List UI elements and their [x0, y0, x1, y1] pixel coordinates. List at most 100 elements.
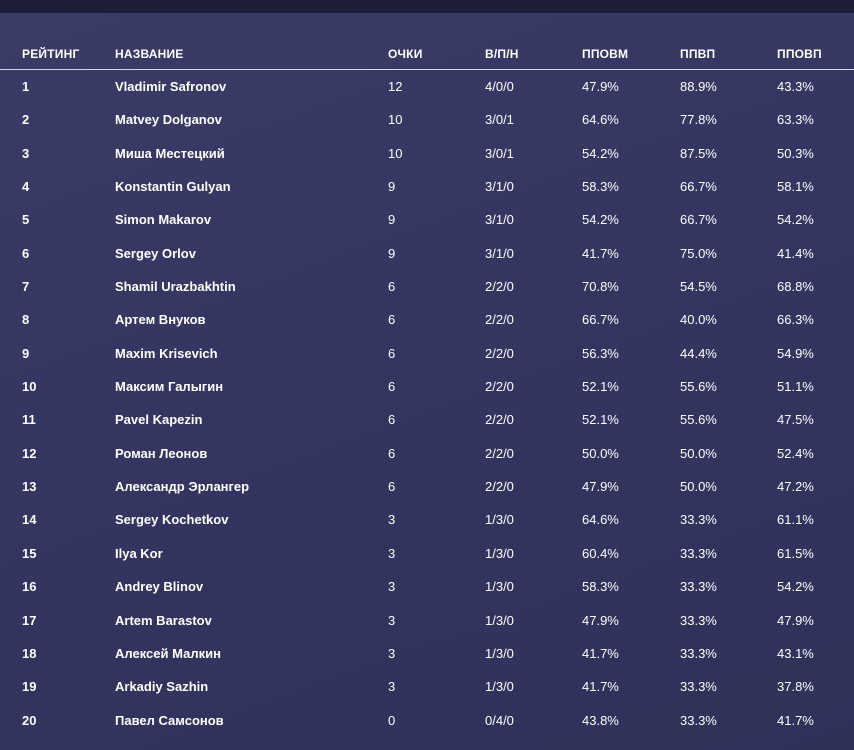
cell-name[interactable]: Vladimir Safronov: [115, 79, 227, 94]
cell-wdl: 2/2/0: [485, 345, 514, 361]
cell-ppvp: 54.5%: [680, 279, 717, 295]
cell-rank: 13: [22, 479, 37, 495]
cell-points: 3: [388, 579, 396, 595]
cell-ppovm: 41.7%: [582, 245, 619, 261]
table-row: 10 Максим Галыгин 6 2/2/0 52.1% 55.6% 51.1%: [0, 370, 854, 403]
header-name[interactable]: НАЗВАНИЕ: [115, 47, 184, 61]
cell-wdl: 2/2/0: [485, 479, 514, 495]
cell-wdl: 1/3/0: [485, 512, 514, 528]
cell-ppvp: 44.4%: [680, 345, 717, 361]
cell-name[interactable]: Артем Внуков: [115, 312, 206, 328]
cell-ppovp: 54.9%: [777, 345, 814, 361]
table-row: 20 Павел Самсонов 0 0/4/0 43.8% 33.3% 41.7%: [0, 704, 854, 737]
cell-name[interactable]: Sergey Orlov: [115, 245, 196, 261]
cell-ppovm: 66.7%: [582, 312, 619, 328]
table-row: 9 Maxim Krisevich 6 2/2/0 56.3% 44.4% 54.9%: [0, 337, 854, 370]
cell-ppvp: 87.5%: [680, 145, 717, 161]
cell-name[interactable]: Максим Галыгин: [115, 379, 224, 395]
cell-ppovm: 50.0%: [582, 445, 619, 461]
cell-ppovp: 41.7%: [777, 712, 814, 728]
cell-wdl: 3/1/0: [485, 212, 514, 228]
cell-ppovm: 58.3%: [582, 579, 619, 595]
cell-name[interactable]: Роман Леонов: [115, 445, 208, 461]
cell-name[interactable]: Sergey Kochetkov: [115, 512, 229, 528]
cell-name[interactable]: Simon Makarov: [115, 212, 212, 228]
cell-ppovm: 64.6%: [582, 112, 619, 128]
header-ppvp[interactable]: ППВП: [680, 47, 716, 61]
header-points[interactable]: ОЧКИ: [388, 47, 423, 61]
header-ppovp[interactable]: ППОВП: [777, 47, 822, 61]
cell-rank: 12: [22, 445, 37, 461]
cell-ppvp: 75.0%: [680, 245, 717, 261]
cell-ppvp: 88.9%: [680, 79, 717, 94]
cell-name[interactable]: Matvey Dolganov: [115, 112, 222, 128]
cell-name[interactable]: Алексей Малкин: [115, 645, 221, 661]
header-ppovm[interactable]: ППОВМ: [582, 47, 629, 61]
cell-rank: 5: [22, 212, 30, 228]
cell-ppovp: 41.4%: [777, 245, 814, 261]
cell-ppvp: 33.3%: [680, 645, 717, 661]
cell-ppovp: 52.4%: [777, 445, 814, 461]
cell-points: 3: [388, 545, 396, 561]
cell-points: 3: [388, 512, 396, 528]
cell-ppvp: 33.3%: [680, 579, 717, 595]
cell-rank: 11: [22, 412, 36, 428]
cell-ppovp: 58.1%: [777, 179, 814, 195]
cell-points: 3: [388, 645, 396, 661]
cell-rank: 20: [22, 712, 37, 728]
cell-wdl: 1/3/0: [485, 579, 514, 595]
cell-ppvp: 33.3%: [680, 545, 717, 561]
table-row: 6 Sergey Orlov 9 3/1/0 41.7% 75.0% 41.4%: [0, 237, 854, 270]
cell-ppvp: 55.6%: [680, 379, 717, 395]
cell-points: 6: [388, 445, 396, 461]
table-row: 18 Алексей Малкин 3 1/3/0 41.7% 33.3% 43.1%: [0, 637, 854, 670]
table-row: 3 Миша Местецкий 10 3/0/1 54.2% 87.5% 50.3%: [0, 137, 854, 170]
cell-name[interactable]: Миша Местецкий: [115, 145, 225, 161]
cell-ppvp: 33.3%: [680, 679, 717, 695]
cell-ppvp: 50.0%: [680, 445, 717, 461]
cell-name[interactable]: Arkadiy Sazhin: [115, 679, 209, 695]
cell-wdl: 1/3/0: [485, 679, 514, 695]
cell-rank: 6: [22, 245, 30, 261]
cell-wdl: 3/0/1: [485, 145, 514, 161]
cell-points: 6: [388, 379, 396, 395]
cell-points: 6: [388, 479, 396, 495]
table-row: 16 Andrey Blinov 3 1/3/0 58.3% 33.3% 54.2%: [0, 570, 854, 603]
cell-ppovp: 43.3%: [777, 79, 814, 94]
cell-rank: 8: [22, 312, 30, 328]
cell-ppvp: 33.3%: [680, 512, 717, 528]
header-wdl[interactable]: В/П/Н: [485, 47, 519, 61]
top-bar: [0, 0, 854, 13]
cell-points: 9: [388, 212, 396, 228]
cell-ppovm: 47.9%: [582, 612, 619, 628]
table-row: 17 Artem Barastov 3 1/3/0 47.9% 33.3% 47.9%: [0, 604, 854, 637]
cell-name[interactable]: Maxim Krisevich: [115, 345, 218, 361]
cell-name[interactable]: Andrey Blinov: [115, 579, 204, 595]
table-row: 12 Роман Леонов 6 2/2/0 50.0% 50.0% 52.4%: [0, 437, 854, 470]
cell-name[interactable]: Konstantin Gulyan: [115, 179, 231, 195]
cell-wdl: 3/0/1: [485, 112, 514, 128]
cell-wdl: 1/3/0: [485, 545, 514, 561]
cell-name[interactable]: Александр Эрлангер: [115, 479, 250, 495]
cell-name[interactable]: Pavel Kapezin: [115, 412, 203, 428]
cell-wdl: 2/2/0: [485, 279, 514, 295]
cell-points: 3: [388, 612, 396, 628]
cell-rank: 7: [22, 279, 30, 295]
cell-points: 3: [388, 679, 396, 695]
cell-name[interactable]: Artem Barastov: [115, 612, 212, 628]
cell-ppovp: 37.8%: [777, 679, 814, 695]
cell-points: 6: [388, 412, 396, 428]
cell-rank: 9: [22, 345, 30, 361]
cell-rank: 10: [22, 379, 37, 395]
cell-ppovm: 52.1%: [582, 412, 619, 428]
cell-name[interactable]: Ilya Kor: [115, 545, 163, 561]
cell-ppovm: 58.3%: [582, 179, 619, 195]
header-rank[interactable]: РЕЙТИНГ: [22, 47, 80, 61]
cell-wdl: 2/2/0: [485, 312, 514, 328]
cell-ppvp: 77.8%: [680, 112, 717, 128]
cell-name[interactable]: Shamil Urazbakhtin: [115, 279, 236, 295]
cell-name[interactable]: Павел Самсонов: [115, 712, 224, 728]
cell-rank: 16: [22, 579, 37, 595]
cell-rank: 17: [22, 612, 37, 628]
table-row: 11 Pavel Kapezin 6 2/2/0 52.1% 55.6% 47.5%: [0, 403, 854, 436]
